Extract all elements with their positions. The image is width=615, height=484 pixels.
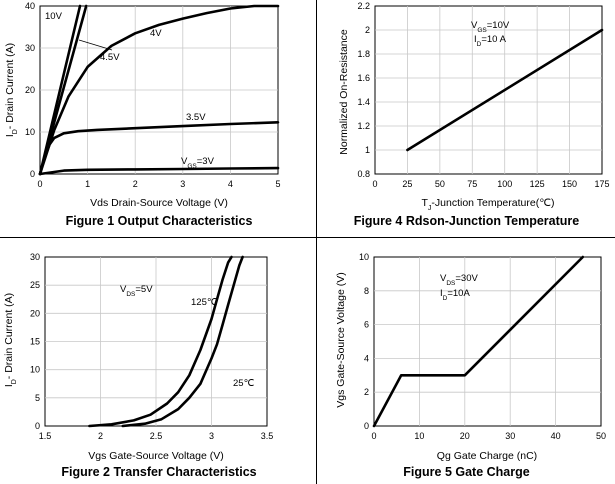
fig1-x-tick-label: 0 <box>37 179 42 189</box>
fig2-y-tick-label: 20 <box>30 308 40 318</box>
fig2-label-vds: VDS=5V <box>120 284 153 298</box>
fig4-y-tick-label: 1.2 <box>357 121 370 131</box>
fig1-label-vgs-3v: VGS=3V <box>181 156 215 170</box>
fig2-label-125c: 125℃ <box>191 297 218 308</box>
vertical-divider <box>316 0 317 484</box>
fig2-y-tick-label: 25 <box>30 280 40 290</box>
fig1-x-axis-label: Vds Drain-Source Voltage (V) <box>90 197 228 209</box>
fig4-x-tick-label: 50 <box>435 179 445 189</box>
figure-1-output-characteristics: 0 1 2 3 4 5 0 10 20 30 40 Vds Drain-Source Voltage… <box>0 0 300 236</box>
fig2-x-tick-label: 2.5 <box>150 431 163 441</box>
fig4-series-rdson <box>406 28 604 152</box>
fig1-y-tick-label: 0 <box>30 169 35 179</box>
fig5-y-tick-label: 2 <box>364 387 369 397</box>
fig4-label-id: ID=10 A <box>474 34 507 48</box>
fig1-x-tick-label: 1 <box>85 179 90 189</box>
fig1-x-tick-label: 3 <box>180 179 185 189</box>
fig5-x-tick-label: 10 <box>414 431 424 441</box>
fig1-x-tick-label: 4 <box>228 179 233 189</box>
fig5-title: Figure 5 Gate Charge <box>403 465 530 479</box>
fig1-title: Figure 1 Output Characteristics <box>65 214 253 228</box>
fig4-x-tick-label: 75 <box>467 179 477 189</box>
fig2-x-tick-label: 1.5 <box>39 431 52 441</box>
fig1-x-tick-label: 5 <box>275 179 280 189</box>
fig1-label-4v: 4V <box>150 28 162 39</box>
fig1-label-10v: 10V <box>45 11 63 22</box>
fig1-y-tick-label: 30 <box>25 43 35 53</box>
fig2-series-125 <box>88 255 233 428</box>
fig4-x-tick-label: 0 <box>372 179 377 189</box>
fig4-x-tick-label: 175 <box>594 179 609 189</box>
fig5-x-tick-label: 50 <box>596 431 606 441</box>
fig2-label-25c: 25℃ <box>233 378 255 389</box>
fig4-y-tick-label: 1.4 <box>357 97 370 107</box>
fig4-y-axis-label: Normalized On-Resistance <box>338 29 350 155</box>
fig2-svg: 1.5 2 2.5 3 3.5 0 5 10 15 20 25 30 Vgs Gate-Source … <box>3 252 274 462</box>
fig4-title: Figure 4 Rdson-Junction Temperature <box>353 214 580 228</box>
fig5-y-tick-label: 10 <box>359 252 369 262</box>
fig2-y-tick-label: 15 <box>30 337 40 347</box>
fig1-label-4-5v-leader <box>78 39 113 51</box>
fig1-y-axis-label: ID- Drain Current (A) <box>4 43 19 137</box>
fig1-y-tick-label: 10 <box>25 127 35 137</box>
figure-4-rdson-junction-temperature: 0 25 50 75 100 125 150 175 0.8 1 1.2 1.4 1.6 1.8 2 2.2 … <box>318 0 615 236</box>
fig2-y-tick-label: 30 <box>30 252 40 262</box>
fig5-y-tick-label: 4 <box>364 353 369 363</box>
fig4-x-tick-label: 125 <box>530 179 545 189</box>
fig2-y-axis-label: ID- Drain Current (A) <box>3 293 18 387</box>
fig4-label-vgs: VGS=10V <box>471 20 510 34</box>
fig5-x-tick-label: 0 <box>371 431 376 441</box>
fig2-title: Figure 2 Transfer Characteristics <box>61 465 257 479</box>
fig4-y-tick-label: 1 <box>365 145 370 155</box>
fig1-x-tick-label: 2 <box>133 179 138 189</box>
fig5-x-tick-label: 40 <box>551 431 561 441</box>
fig5-series-vgs <box>372 255 585 428</box>
figure-2-transfer-characteristics: 1.5 2 2.5 3 3.5 0 5 10 15 20 25 30 Vgs Gate-Source … <box>0 240 318 484</box>
fig4-x-axis-label: TJ-Junction Temperature(℃) <box>422 197 555 212</box>
fig5-y-tick-label: 0 <box>364 421 369 431</box>
fig4-y-tick-label: 2.2 <box>357 1 370 11</box>
fig5-plot-area <box>373 256 602 427</box>
fig4-x-tick-label: 150 <box>562 179 577 189</box>
fig2-y-tick-label: 5 <box>35 393 40 403</box>
figure-5-gate-charge: 0 10 20 30 40 50 0 2 4 6 8 10 Qg Gate Charge (nC) V… <box>318 240 615 484</box>
fig4-y-tick-label: 2 <box>365 25 370 35</box>
fig5-label-vds: VDS=30V <box>440 273 478 287</box>
fig2-x-tick-label: 3 <box>209 431 214 441</box>
fig1-label-3-5v: 3.5V <box>186 112 206 123</box>
fig4-x-tick-label: 25 <box>402 179 412 189</box>
fig2-x-axis-label: Vgs Gate-Source Voltage (V) <box>88 450 223 462</box>
fig2-x-tick-label: 2 <box>98 431 103 441</box>
fig5-y-tick-label: 6 <box>364 320 369 330</box>
fig5-y-axis-label: Vgs Gate-Source Voltage (V) <box>335 272 347 407</box>
fig4-y-tick-label: 1.8 <box>357 49 370 59</box>
fig5-x-axis-label: Qg Gate Charge (nC) <box>437 450 537 462</box>
fig1-series-4v <box>38 4 280 176</box>
fig5-x-tick-label: 30 <box>505 431 515 441</box>
fig5-x-tick-label: 20 <box>460 431 470 441</box>
fig4-x-tick-label: 100 <box>497 179 512 189</box>
fig1-y-tick-label: 20 <box>25 85 35 95</box>
fig2-y-tick-label: 10 <box>30 365 40 375</box>
fig4-svg: 0 25 50 75 100 125 150 1750.811.21.41.61.822.2 … <box>338 1 610 212</box>
fig2-series-25 <box>121 255 244 428</box>
fig1-series-vgs-3v <box>38 166 280 176</box>
fig1-svg: 0 1 2 3 4 5 0 10 20 30 40 Vds Drain-Source Voltage… <box>4 1 281 209</box>
fig1-label-4-5v: 4.5V <box>100 52 120 63</box>
fig1-y-tick-label: 40 <box>25 1 35 11</box>
horizontal-divider <box>0 237 615 238</box>
fig4-y-tick-label: 1.6 <box>357 73 370 83</box>
fig2-x-tick-label: 3.5 <box>261 431 274 441</box>
fig2-y-tick-label: 0 <box>35 421 40 431</box>
fig4-y-tick-label: 0.8 <box>357 169 370 179</box>
fig1-series-3-5v <box>38 121 280 176</box>
fig5-y-tick-label: 8 <box>364 286 369 296</box>
fig5-svg: 0 10 20 30 40 50 0 2 4 6 8 10 Qg Gate Charge (nC) V… <box>335 252 606 462</box>
fig5-label-id: ID=10A <box>440 288 470 302</box>
